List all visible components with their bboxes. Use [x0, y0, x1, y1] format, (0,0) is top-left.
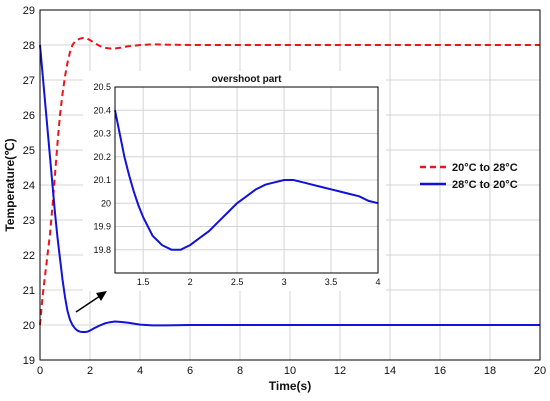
- y-tick-label: 21: [23, 285, 35, 297]
- x-tick-label: 4: [137, 365, 143, 377]
- inset-y-tick-label: 20.4: [93, 105, 111, 115]
- inset-y-tick-label: 19.8: [93, 245, 111, 255]
- inset-y-tick-label: 20: [101, 198, 111, 208]
- series-line-cooling: [39, 44, 540, 333]
- inset-title: overshoot part: [211, 74, 282, 85]
- legend-label-cooling: 28°C to 20°C: [452, 179, 518, 191]
- y-axis-label: Temperature(℃): [3, 138, 17, 231]
- inset-y-tick-label: 19.9: [93, 222, 111, 232]
- legend: 20°C to 28°C 28°C to 20°C: [420, 162, 518, 191]
- y-tick-label: 29: [23, 5, 35, 17]
- y-tick-label: 20: [23, 320, 35, 332]
- x-axis-label: Time(s): [269, 379, 311, 393]
- y-tick-label: 19: [23, 355, 35, 367]
- y-tick-label: 22: [23, 250, 35, 262]
- x-tick-label: 18: [484, 365, 496, 377]
- x-tick-label: 16: [434, 365, 446, 377]
- inset-x-tick-label: 1.5: [137, 277, 150, 287]
- y-tick-label: 26: [23, 110, 35, 122]
- inset-y-tick-label: 20.3: [93, 129, 111, 139]
- inset-chart: 1.5 2 2.5 3 3.5 4 19.8 19.9 20 20.1 20.2 20.3 20.4 20…: [83, 71, 386, 291]
- inset-x-tick-label: 2: [188, 277, 193, 287]
- inset-y-tick-label: 20.5: [93, 82, 111, 92]
- x-tick-label: 2: [87, 365, 93, 377]
- inset-axis-ticks: 1.5 2 2.5 3 3.5 4 19.8 19.9 20 20.1 20.2 20.3 20.4 20…: [93, 82, 380, 287]
- inset-plot-lines: [114, 110, 379, 251]
- main-plot-frame: [39, 9, 541, 361]
- arrow-head: [96, 291, 107, 301]
- inset-background: [83, 71, 386, 291]
- inset-y-tick-label: 20.2: [93, 152, 111, 162]
- x-tick-label: 8: [237, 365, 243, 377]
- inset-x-tick-label: 4: [375, 277, 380, 287]
- inset-x-tick-label: 2.5: [231, 277, 244, 287]
- inset-x-tick-label: 3: [282, 277, 287, 287]
- inset-series-line: [114, 110, 379, 251]
- inset-y-tick-label: 20.1: [93, 175, 111, 185]
- main-plot-lines: [39, 37, 540, 333]
- y-tick-label: 27: [23, 75, 35, 87]
- y-tick-label: 23: [23, 215, 35, 227]
- y-tick-label: 28: [23, 40, 35, 52]
- x-tick-label: 14: [384, 365, 396, 377]
- x-tick-label: 0: [37, 365, 43, 377]
- y-tick-label: 24: [23, 180, 35, 192]
- x-tick-label: 12: [334, 365, 346, 377]
- x-tick-label: 6: [187, 365, 193, 377]
- legend-label-heating: 20°C to 28°C: [452, 162, 518, 174]
- inset-x-tick-label: 3.5: [325, 277, 338, 287]
- zoom-arrow-icon: [75, 291, 107, 313]
- arrow-shaft: [75, 295, 101, 313]
- y-tick-label: 25: [23, 145, 35, 157]
- x-tick-label: 10: [284, 365, 296, 377]
- x-tick-label: 20: [534, 365, 546, 377]
- inset-frame: [114, 86, 379, 274]
